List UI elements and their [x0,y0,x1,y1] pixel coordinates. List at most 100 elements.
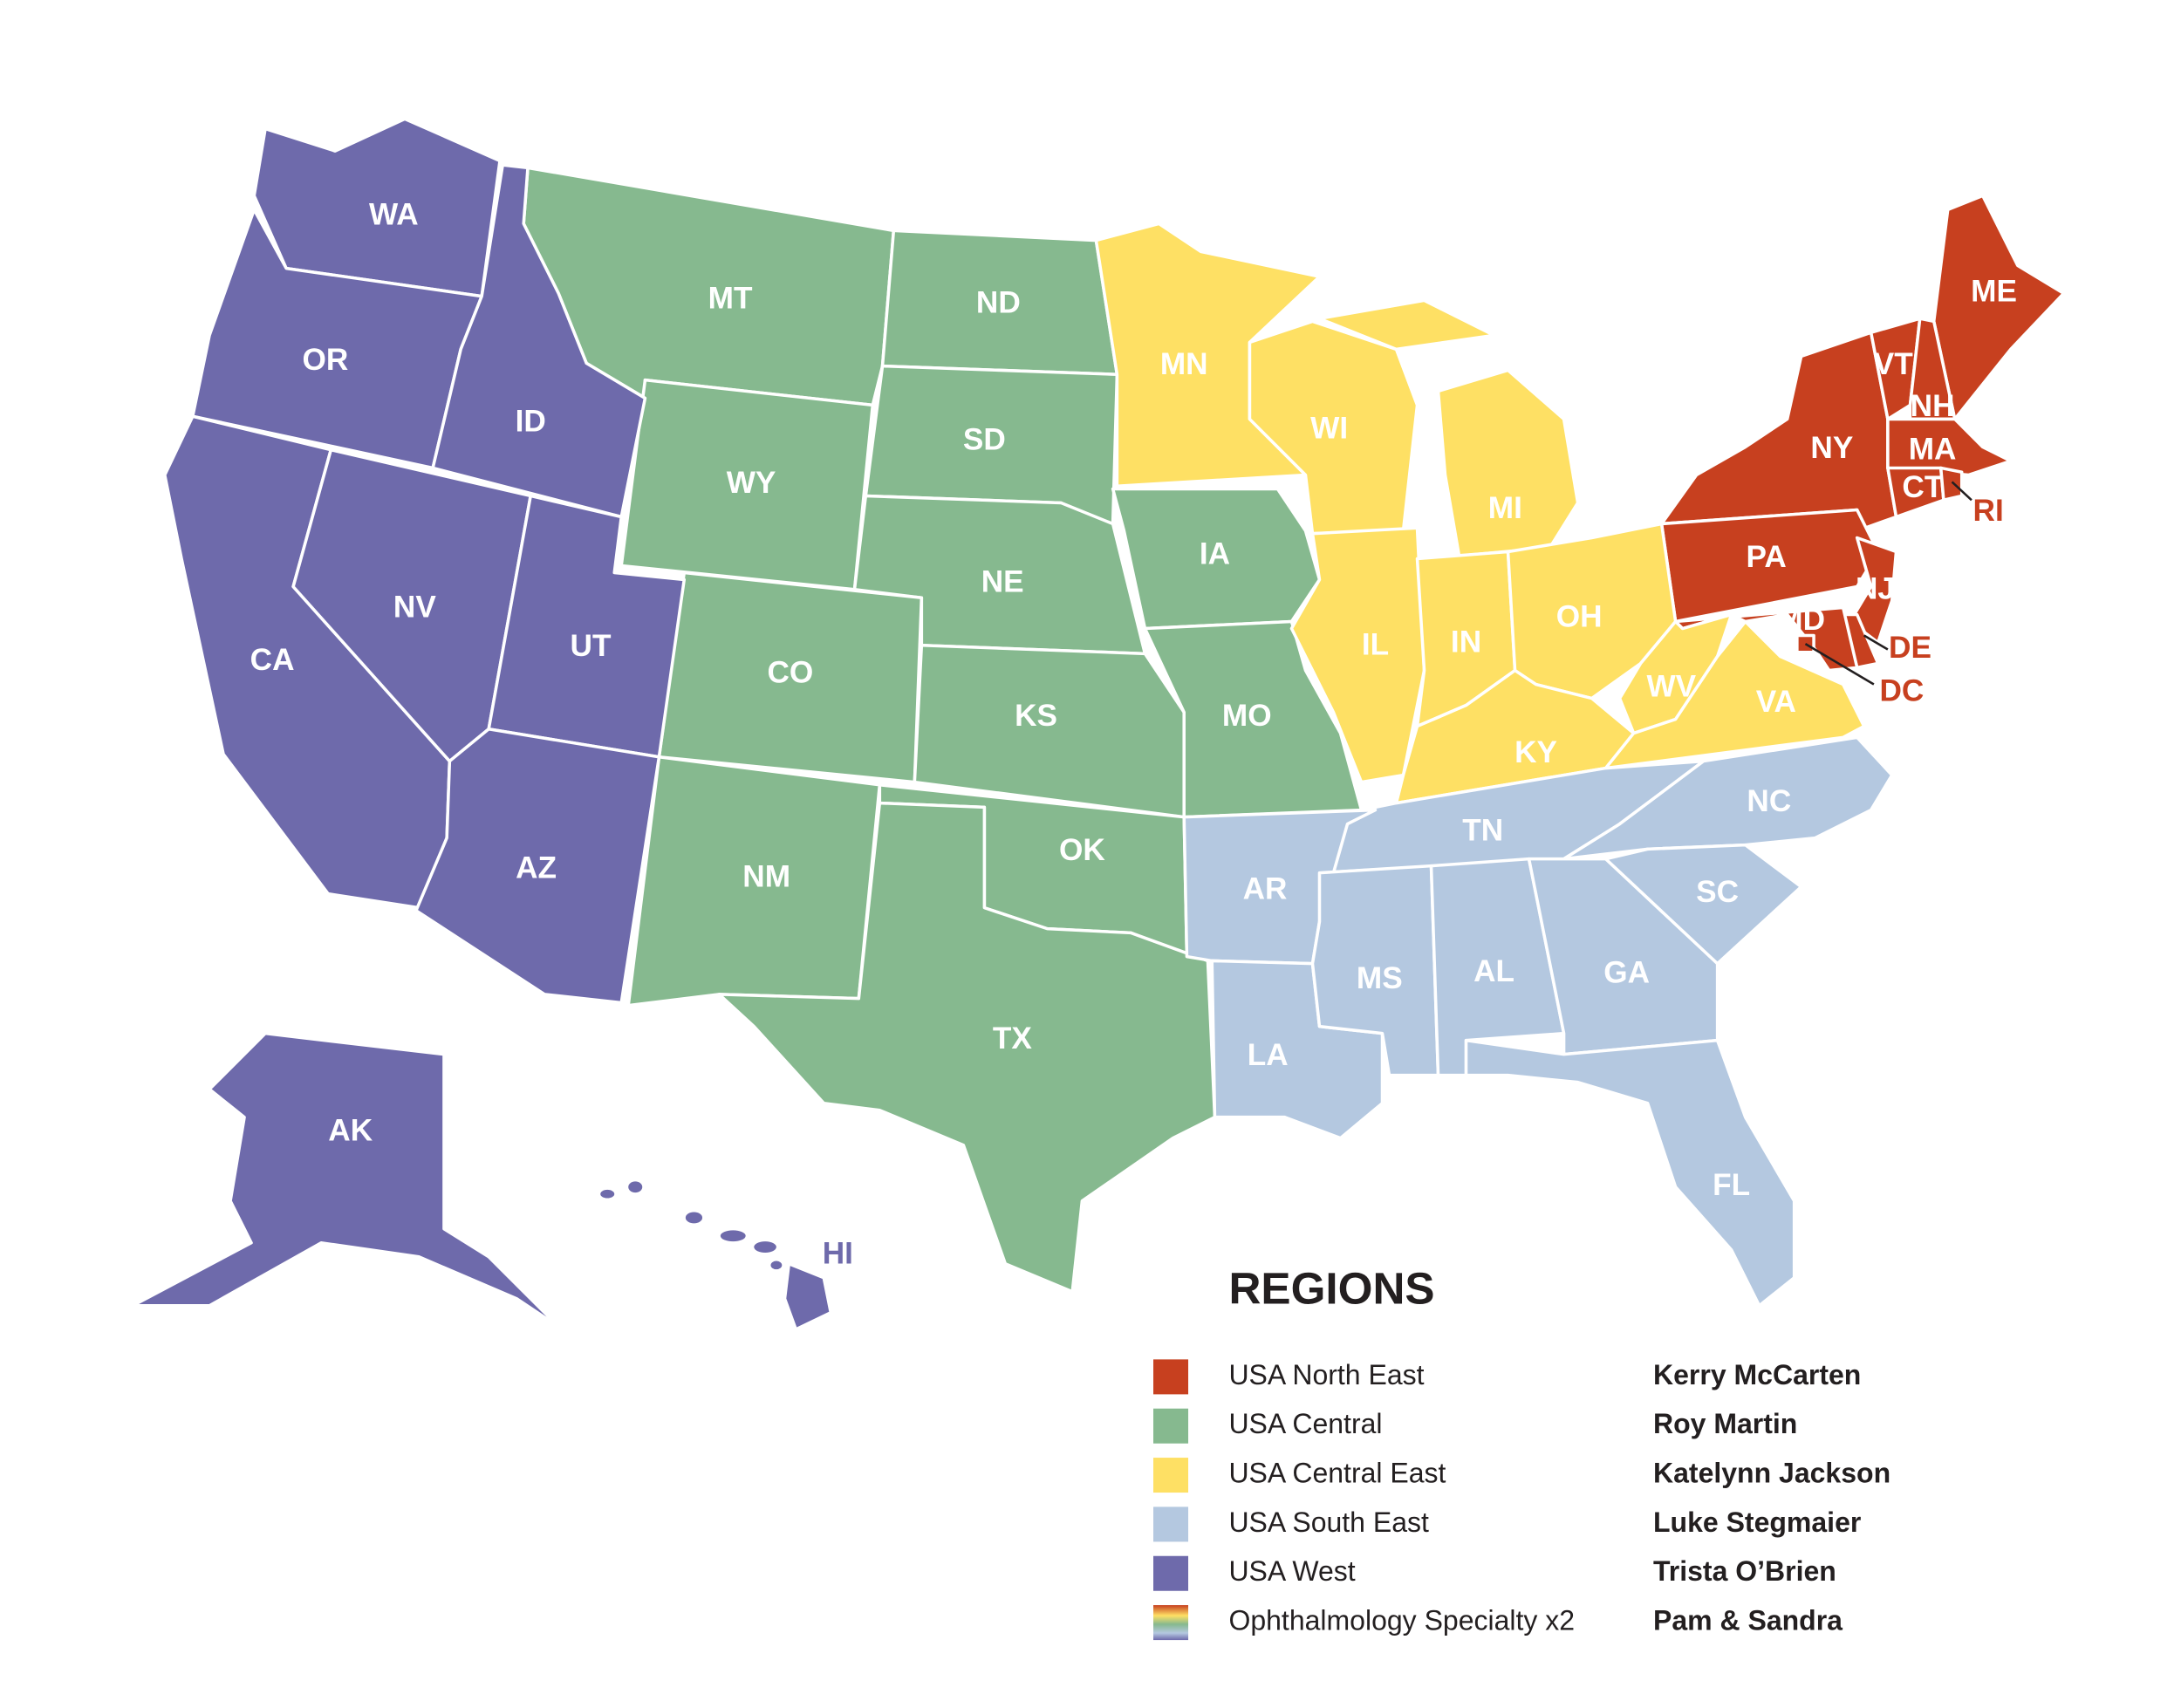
leader-line [1951,481,1972,502]
state-label: VT [1874,347,1913,381]
state-shape [431,163,647,519]
state-shape [252,117,502,298]
state-label: DC [1879,673,1924,707]
state-shape [1464,1038,1796,1308]
state-label: FL [1713,1168,1750,1202]
state-label: NY [1810,431,1853,465]
island [754,1241,776,1253]
state-shape [1111,487,1322,631]
legend: USA North East Kerry McCarten USA Central R… [1153,1359,1890,1641]
state-label: WV [1646,670,1696,704]
state-shape [1317,298,1580,558]
state-label: SD [963,422,1006,456]
state-shape [783,1261,833,1331]
legend-swatch [1153,1359,1189,1395]
legend-region: USA South East [1228,1506,1429,1538]
state-label: TX [993,1021,1033,1056]
state-shape [131,1031,560,1329]
state-label: NH [1911,389,1955,423]
island [628,1181,643,1193]
legend-region: Ophthalmology Specialty x2 [1228,1605,1575,1636]
legend-person: Roy Martin [1653,1408,1797,1439]
state-label: NC [1747,784,1791,818]
state-label: OK [1059,833,1105,867]
state-label: UT [571,629,612,663]
state-label: MD [1777,603,1825,637]
legend-region: USA North East [1228,1359,1424,1390]
state-label: MI [1488,491,1522,525]
state-label: OR [303,343,349,377]
legend-region: USA Central East [1228,1458,1446,1489]
leader-lines [1804,481,1972,686]
states [131,117,2066,1331]
legend-swatch [1153,1408,1189,1444]
state-label: IL [1362,628,1389,662]
state-label: PA [1746,540,1786,574]
legend-person: Pam & Sandra [1653,1605,1843,1636]
legend-person: Luke Stegmaier [1653,1506,1861,1538]
state-shape [1673,605,1859,673]
state-label: AR [1243,872,1288,906]
state-label: CT [1902,470,1943,504]
state-label: ME [1971,275,2017,309]
state-shape [1562,735,1894,861]
state-label: MT [708,282,753,316]
island [600,1189,615,1199]
hawaii-islands [600,1181,783,1270]
state-label: KY [1514,735,1557,769]
legend-region: USA Central [1228,1408,1382,1439]
state-label: MO [1222,699,1272,733]
state-label: IA [1200,537,1230,571]
state-label: AZ [516,851,557,885]
state-label: DE [1889,631,1931,665]
state-shape [1603,843,1803,966]
state-label: NJ [1856,572,1895,606]
state-shape [414,727,661,1005]
state-label: SC [1696,875,1739,909]
legend-swatch [1153,1458,1189,1493]
state-shape [1938,466,1964,502]
leader-line [1804,643,1875,686]
state-label: AK [328,1114,373,1148]
legend-swatch [1153,1605,1189,1641]
state-label: WA [369,198,419,232]
state-shape [1659,331,1898,533]
state-label: VA [1756,685,1796,719]
state-label: AL [1473,954,1514,988]
state-label: NV [393,590,436,624]
legend-region: USA West [1228,1555,1355,1587]
state-label: TN [1462,813,1503,847]
state-label: MS [1357,961,1403,995]
state-label: WY [727,466,776,500]
state-label: WI [1310,412,1348,446]
state-label: HI [823,1236,853,1270]
island [770,1261,783,1270]
state-label: NM [742,859,790,893]
leader-line [1863,634,1889,651]
legend-title: REGIONS [1228,1263,1434,1313]
island [685,1212,703,1224]
state-label: IN [1451,625,1481,659]
state-label: KS [1015,699,1057,733]
state-label: OH [1556,600,1603,634]
state-label: NE [981,565,1024,599]
state-label: MA [1909,433,1957,467]
state-label: ID [516,405,546,439]
state-shape [1603,619,1866,770]
legend-swatch [1153,1506,1189,1542]
legend-person: Kerry McCarten [1653,1359,1861,1390]
state-label: LA [1248,1038,1289,1072]
legend-swatch [1153,1555,1189,1591]
state-label: CO [767,656,813,690]
state-label: MN [1160,347,1208,381]
state-label: RI [1973,494,2004,528]
legend-person: Trista O’Brien [1653,1555,1836,1587]
state-label: ND [976,285,1021,319]
island [720,1230,746,1242]
state-label: GA [1603,956,1650,990]
state-label: CA [250,643,295,677]
state-shape [717,801,1217,1294]
